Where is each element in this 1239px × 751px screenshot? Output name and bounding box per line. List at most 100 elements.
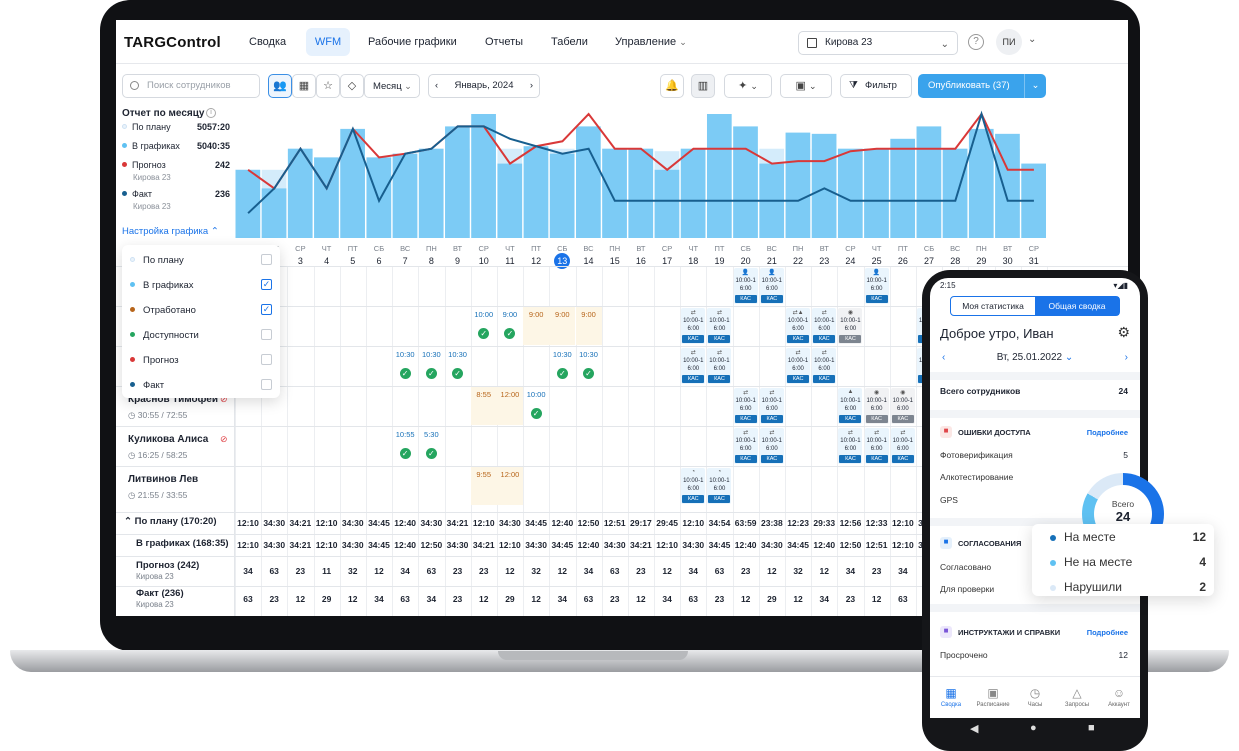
shift-time[interactable]: 12:00 — [500, 390, 520, 399]
nav-schedules[interactable]: Рабочие графики — [368, 36, 457, 48]
nav-reports[interactable]: Отчеты — [485, 36, 524, 48]
shift-card[interactable]: ⇄ 10:00-16:00 КАС — [707, 348, 732, 384]
calendar-menu-button[interactable]: ▣ ⌄ — [780, 74, 832, 98]
position-view-button[interactable]: ☆ — [316, 74, 340, 98]
shift-card[interactable]: ⇄ 10:00-16:00 КАС — [786, 348, 811, 384]
employee-name[interactable]: Краснов Тимофей — [128, 394, 218, 405]
tab-account[interactable]: ☺ Аккаунт — [1098, 686, 1140, 708]
location-select[interactable]: Кирова 23 ⌄ — [798, 31, 958, 55]
user-avatar[interactable]: ПИ — [996, 29, 1022, 55]
chevron-right-icon[interactable]: › — [529, 80, 533, 91]
nav-wfm[interactable]: WFM — [306, 28, 350, 56]
shift-card[interactable]: ◉ 10:00-16:00 КАС — [890, 388, 915, 424]
shift-card[interactable]: ⇄ 10:00-16:00 КАС — [733, 428, 758, 464]
search-input[interactable]: Поиск сотрудников — [122, 74, 260, 98]
shift-time[interactable]: 9:00 — [555, 310, 570, 319]
shift-card[interactable]: ⇄ 10:00-16:00 КАС — [864, 428, 889, 464]
tab-my-stats[interactable]: Моя статистика — [962, 301, 1024, 311]
day-number[interactable]: 13 — [557, 256, 568, 266]
shift-card[interactable]: 👤 10:00-16:00 КАС — [759, 268, 784, 304]
chevron-right-icon[interactable]: › — [1124, 352, 1128, 363]
shift-card[interactable]: ⇄ 10:00-16:00 КАС — [759, 428, 784, 464]
availability-cell[interactable] — [470, 387, 497, 425]
shift-time[interactable]: 10:30 — [395, 350, 415, 359]
day-number[interactable]: 23 — [819, 256, 830, 266]
day-number[interactable]: 26 — [897, 256, 908, 266]
shift-time[interactable]: 9:00 — [502, 310, 518, 319]
chart-settings-item[interactable]: Прогноз — [130, 354, 272, 366]
day-number[interactable]: 3 — [297, 256, 303, 266]
recent-nav-icon[interactable]: ■ — [1088, 722, 1095, 734]
nav-management[interactable]: Управление ⌄ — [615, 36, 687, 48]
chevron-left-icon[interactable]: ‹ — [942, 352, 946, 363]
back-nav-icon[interactable]: ◀ — [970, 723, 979, 735]
shift-time[interactable]: 10:00 — [474, 310, 494, 319]
day-number[interactable]: 11 — [505, 256, 515, 266]
info-icon[interactable]: i — [206, 108, 216, 118]
day-number[interactable]: 24 — [845, 256, 856, 266]
summary-plan-label[interactable]: ⌃ По плану (170:20) — [124, 516, 217, 527]
eye-off-icon[interactable]: ⊘ — [220, 394, 228, 404]
availability-cell[interactable] — [470, 467, 497, 505]
chart-settings-item[interactable]: В графиках ✓ — [130, 279, 272, 291]
availability-cell[interactable] — [575, 307, 602, 345]
day-number[interactable]: 20 — [740, 256, 751, 266]
shift-card[interactable]: ⇄ 10:00-16:00 КАС — [838, 428, 863, 464]
day-number[interactable]: 7 — [402, 256, 408, 266]
building-view-button[interactable]: ▦ — [292, 74, 316, 98]
checkbox[interactable] — [261, 354, 272, 365]
chart-settings-item[interactable]: Доступности — [130, 329, 272, 341]
tab-schedule[interactable]: ▣ Расписание — [972, 686, 1014, 708]
chevron-down-icon[interactable]: ⌄ — [1024, 74, 1046, 98]
employee-name[interactable]: Куликова Алиса — [128, 434, 209, 445]
day-number[interactable]: 31 — [1028, 256, 1039, 266]
availability-cell[interactable] — [496, 467, 523, 505]
day-number[interactable]: 18 — [688, 256, 699, 266]
phone-date[interactable]: Вт, 25.01.2022 ⌄ — [930, 352, 1140, 363]
shift-card[interactable]: ⇄ 10:00-16:00 КАС — [733, 388, 758, 424]
shift-card[interactable]: ⇄ 10:00-16:00 КАС — [812, 308, 837, 344]
gear-icon[interactable]: ⚙ — [1117, 324, 1130, 340]
day-number[interactable]: 29 — [976, 256, 987, 266]
shift-card[interactable]: ◉ 10:00-16:00 КАС — [838, 308, 863, 344]
chart-toggle-button[interactable]: ▥ — [691, 74, 715, 98]
shift-card[interactable]: ◉ 10:00-16:00 КАС — [864, 388, 889, 424]
tab-overview[interactable]: Общая сводка — [1035, 297, 1119, 315]
shift-time[interactable]: 9:00 — [581, 310, 596, 319]
chevron-down-icon[interactable]: ⌄ — [1028, 34, 1037, 45]
day-number[interactable]: 17 — [662, 256, 673, 266]
nav-timesheets[interactable]: Табели — [551, 36, 588, 48]
availability-cell[interactable] — [496, 387, 523, 425]
shift-time[interactable]: 10:00 — [526, 390, 546, 399]
shift-card[interactable]: ⇄ 10:00-16:00 КАС — [707, 308, 732, 344]
day-number[interactable]: 8 — [428, 256, 434, 266]
availability-cell[interactable] — [523, 307, 550, 345]
day-number[interactable]: 15 — [609, 256, 620, 266]
checkbox[interactable]: ✓ — [261, 279, 272, 290]
availability-cell[interactable] — [549, 307, 576, 345]
shift-time[interactable]: 10:55 — [395, 430, 415, 439]
shift-card[interactable]: ▲ 10:00-16:00 КАС — [838, 388, 863, 424]
tab-summary[interactable]: ▦ Сводка — [930, 686, 972, 708]
checkbox[interactable]: ✓ — [261, 304, 272, 315]
shift-time[interactable]: 10:30 — [579, 350, 598, 359]
day-number[interactable]: 19 — [714, 256, 725, 266]
employee-name[interactable]: Литвинов Лев — [128, 474, 199, 485]
people-view-button[interactable]: 👥 — [268, 74, 292, 98]
shift-card[interactable]: ◔ 10:00-16:00 КАС — [681, 468, 706, 504]
shift-card[interactable]: ⇄▲ 10:00-16:00 КАС — [786, 308, 811, 344]
day-number[interactable]: 30 — [1002, 256, 1013, 266]
shift-time[interactable]: 12:00 — [500, 470, 520, 479]
chart-settings-link[interactable]: Настройка графика ⌃ — [122, 226, 219, 237]
nav-summary[interactable]: Сводка — [249, 36, 287, 48]
shift-card[interactable]: ⇄ 10:00-16:00 КАС — [681, 308, 706, 344]
shift-time[interactable]: 9:00 — [528, 310, 544, 319]
shift-card[interactable]: ⇄ 10:00-16:00 КАС — [812, 348, 837, 384]
publish-button[interactable]: Опубликовать (37) ⌄ — [918, 74, 1046, 98]
day-number[interactable]: 25 — [871, 256, 882, 266]
access-more-link[interactable]: Подробнее — [1086, 428, 1128, 437]
day-number[interactable]: 14 — [583, 256, 594, 266]
help-icon[interactable]: ? — [968, 34, 984, 50]
shift-time[interactable]: 10:30 — [421, 350, 441, 359]
day-number[interactable]: 4 — [324, 256, 330, 266]
